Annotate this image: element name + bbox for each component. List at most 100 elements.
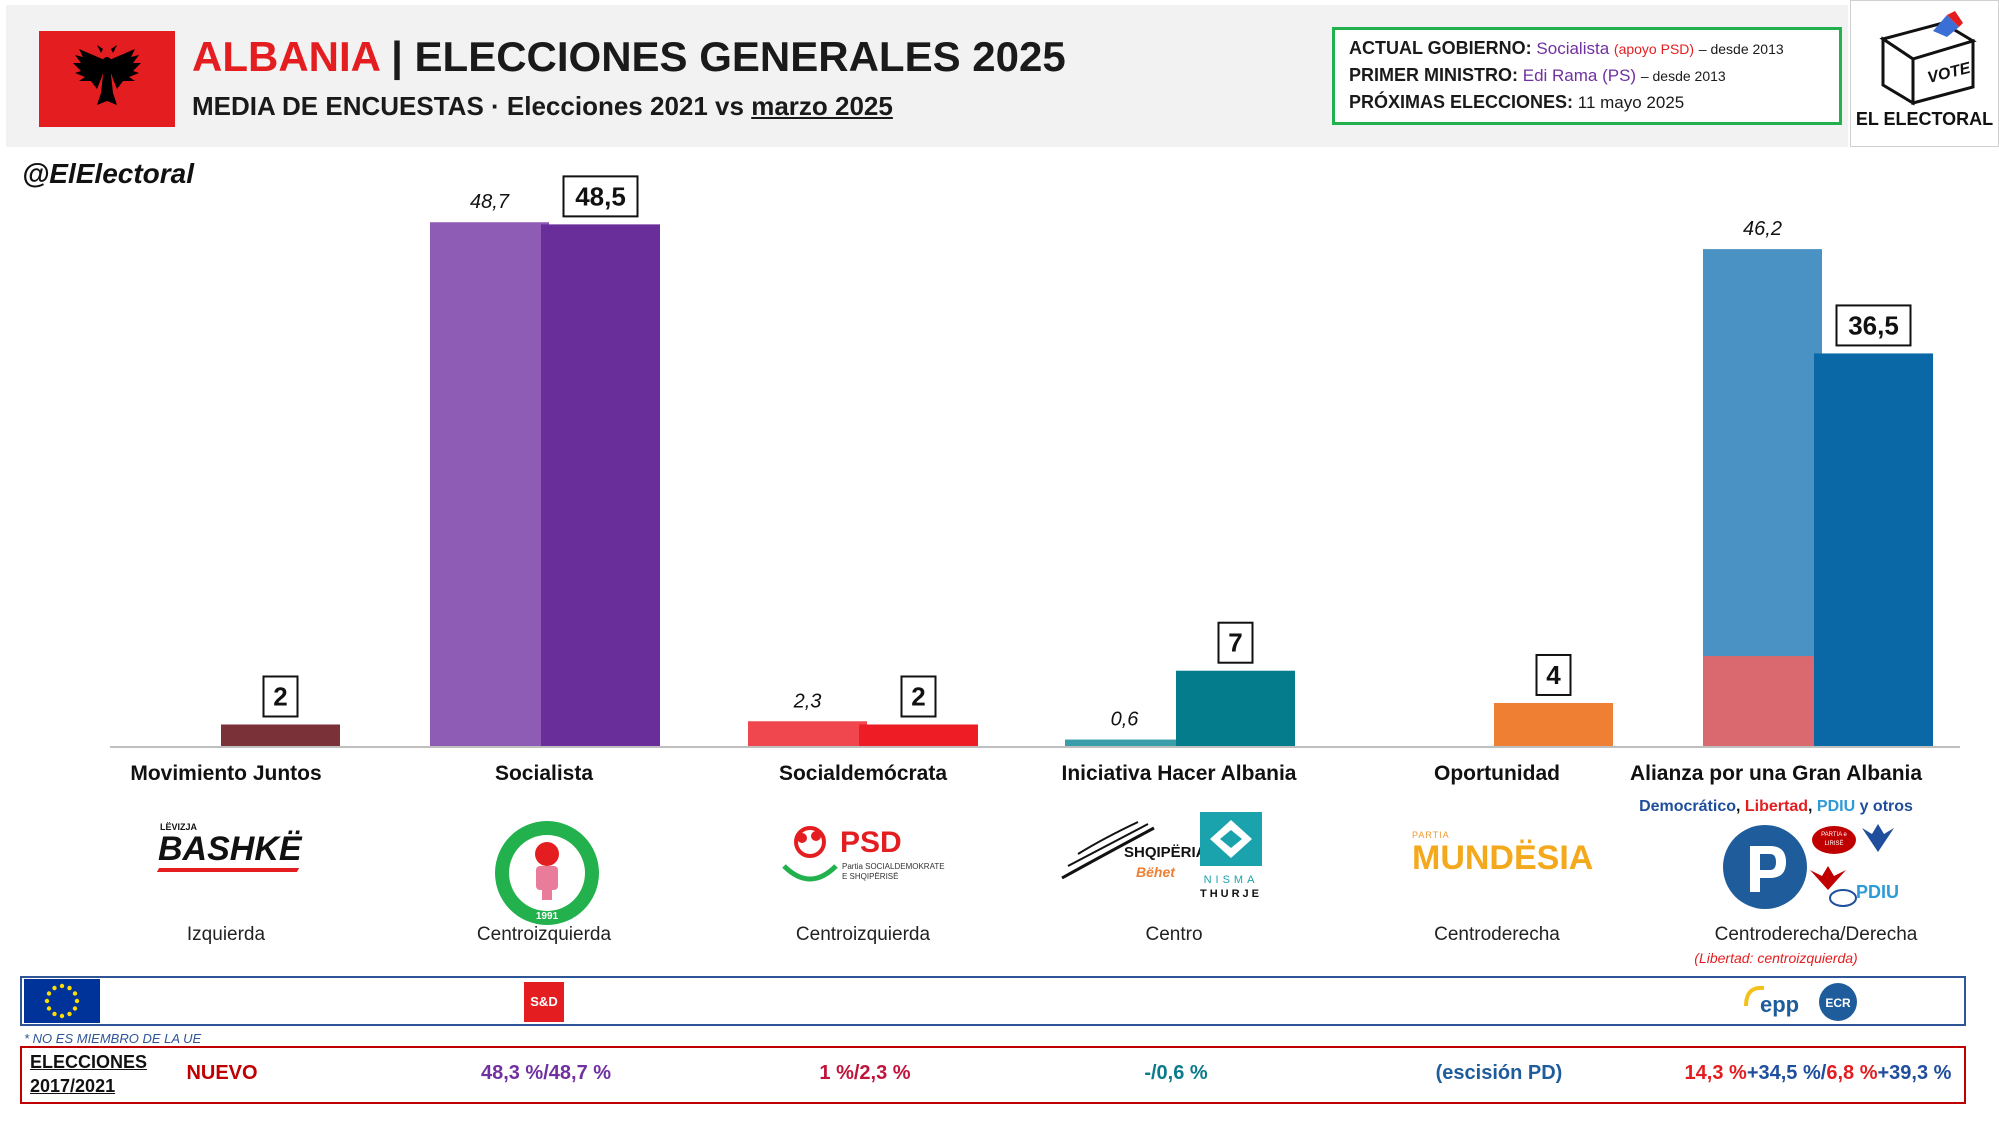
eu-star: [67, 985, 72, 991]
ideology-alianza: Centroderecha/Derecha: [1714, 924, 1918, 945]
infobox-government-row: ACTUAL GOBIERNO: Socialista (apoyo PSD) …: [1349, 38, 1825, 65]
alliance-sep-1: ,: [1735, 798, 1745, 815]
ideology-psd: Centroizquierda: [795, 924, 931, 945]
epp-text: epp: [1760, 992, 1799, 1017]
socialista-logo: 1991: [492, 818, 602, 928]
label-2021-1: 48,7: [470, 191, 510, 213]
logo-name: EL ELECTORAL: [1855, 109, 1994, 129]
gov-label: ACTUAL GOBIERNO:: [1349, 38, 1532, 58]
thurje-text: THURJE: [1199, 888, 1262, 900]
gov-since: – desde 2013: [1698, 41, 1784, 57]
bashke-logo: LËVIZJA BASHKË: [156, 822, 308, 874]
label-2021-5: 46,2: [1743, 218, 1782, 240]
prev-result-alianza: 14,3 %+34,5 %/6,8 %+39,3 %: [1658, 1062, 1978, 1085]
poll-bar-chart: 2 48,7 48,5 2,3 2 0,6 7 4 46,2 36,5: [110, 175, 1960, 748]
pd-logo-icon: [1723, 825, 1807, 909]
ideology-oportunidad: Centroderecha: [1434, 924, 1560, 945]
label-box-2025-3: [1217, 621, 1254, 664]
prev-result-psd: 1 %/2,3 %: [819, 1062, 911, 1084]
eu-groups-row: S&D epp ECR: [20, 976, 1966, 1026]
ideology-hacer: Centro: [1145, 924, 1203, 945]
label-2025-2: 2: [911, 681, 925, 711]
behet-text: Bëhet: [1136, 864, 1175, 880]
mundesia-logo-small: PARTIA: [1412, 830, 1450, 840]
party-name-socialista: Socialista: [494, 762, 594, 785]
eu-star: [72, 1006, 78, 1011]
infobox-next-row: PRÓXIMAS ELECCIONES: 11 mayo 2025: [1349, 92, 1825, 119]
prev-result-juntos: NUEVO: [186, 1062, 258, 1084]
government-infobox: ACTUAL GOBIERNO: Socialista (apoyo PSD) …: [1332, 27, 1842, 125]
eu-star: [46, 991, 52, 996]
alliance-member-democratico: Democrático: [1639, 798, 1736, 815]
label-2025-3: 7: [1228, 628, 1242, 658]
alliance-prev-4: +39,3 %: [1877, 1062, 1952, 1084]
label-2021-3: 0,6: [1111, 709, 1140, 731]
label-2025-0: 2: [273, 681, 287, 711]
libertad-note: (Libertad: centroizquierda): [1694, 950, 1858, 966]
alliance-sep-2: ,: [1808, 798, 1817, 815]
label-2025-5: 36,5: [1848, 310, 1899, 340]
globe-icon: [1829, 889, 1857, 907]
bar-2025-2: [859, 724, 978, 746]
party-name-juntos: Movimiento Juntos: [130, 762, 322, 785]
title-separator: |: [391, 33, 403, 80]
albania-flag-icon: [39, 31, 175, 127]
alliance-prev-2: +34,5 %/: [1746, 1062, 1827, 1084]
subtitle-main: MEDIA DE ENCUESTAS · Elecciones 2021 vs: [192, 91, 752, 121]
eu-star: [72, 991, 78, 996]
next-value: 11 mayo 2025: [1577, 93, 1685, 112]
party-name-psd: Socialdemócrata: [778, 762, 948, 785]
page-title: ALBANIA | ELECCIONES GENERALES 2025: [192, 33, 1066, 81]
eu-star: [59, 983, 65, 989]
ecr-text: ECR: [1825, 996, 1851, 1010]
bashke-logo-text: BASHKË: [158, 830, 302, 868]
alliance-members: Democrático, Libertad, PDIU y otros: [1616, 798, 1936, 816]
prev-label-line2: 2017/2021: [30, 1076, 116, 1096]
bar-2025-3: [1176, 670, 1295, 746]
gov-value: Socialista: [1536, 39, 1610, 58]
bar-2025-1: [541, 224, 660, 746]
alliance-prev-3: 6,8 %: [1826, 1062, 1878, 1084]
pm-value: Edi Rama (PS): [1522, 66, 1637, 85]
label-2021-2: 2,3: [793, 690, 822, 712]
bashke-logo-small: LËVIZJA: [160, 822, 198, 832]
twitter-handle: @ElElectoral: [22, 158, 195, 189]
alliance-prev-1: 14,3 %: [1684, 1062, 1747, 1084]
eu-star: [52, 1011, 57, 1017]
subtitle-date: marzo 2025: [751, 91, 893, 121]
bar-2025-5: [1814, 353, 1933, 746]
prev-result-hacer: -/0,6 %: [1144, 1062, 1208, 1084]
shqiperia-text: SHQIPËRIA: [1124, 844, 1207, 861]
eu-star: [52, 985, 57, 991]
gov-support: (apoyo PSD): [1613, 41, 1695, 57]
label-2025-4: 4: [1546, 660, 1561, 690]
prev-label-line1: ELECCIONES: [30, 1052, 148, 1072]
election-title: ELECCIONES GENERALES 2025: [414, 33, 1066, 80]
mundesia-logo-text: MUNDËSIA: [1412, 839, 1594, 877]
party-name-alianza: Alianza por una Gran Albania: [1629, 762, 1923, 785]
pm-since: – desde 2013: [1640, 68, 1726, 84]
label-box-2025-5: [1835, 304, 1912, 347]
label-box-2025-1: [562, 175, 639, 218]
label-box-2025-4: [1535, 653, 1572, 696]
sd-group-badge: S&D: [524, 982, 564, 1022]
label-box-2025-0: [262, 675, 299, 718]
hacer-albania-logo: SHQIPËRIA Bëhet NISMA THURJE: [1058, 808, 1268, 903]
bar-2025-4: [1494, 702, 1613, 746]
country-name: ALBANIA: [192, 33, 380, 80]
ideology-juntos: Izquierda: [186, 924, 266, 945]
libertad-logo-text: PARTIA e LIRISË: [1812, 826, 1856, 854]
ballot-box-icon: VOTE: [1879, 11, 1977, 106]
eu-flag-icon: [24, 979, 100, 1023]
prev-result-socialista: 48,3 %/48,7 %: [480, 1062, 612, 1084]
nisma-text: NISMA: [1203, 874, 1259, 886]
eu-star: [46, 1006, 52, 1011]
socialista-logo-year: 1991: [536, 911, 559, 922]
eu-star: [67, 1011, 72, 1017]
bar-2021-libertad-part: [1703, 656, 1822, 746]
eu-footnote: * NO ES MIEMBRO DE LA UE: [24, 1031, 202, 1046]
label-2025-1: 48,5: [575, 181, 626, 211]
bars-group: 2 48,7 48,5 2,3 2 0,6 7 4 46,2 36,5: [221, 175, 1933, 746]
mundesia-logo: PARTIA MUNDËSIA: [1412, 830, 1602, 890]
previous-elections-row: ELECCIONES 2017/2021 NUEVO 48,3 %/48,7 %…: [20, 1046, 1966, 1104]
